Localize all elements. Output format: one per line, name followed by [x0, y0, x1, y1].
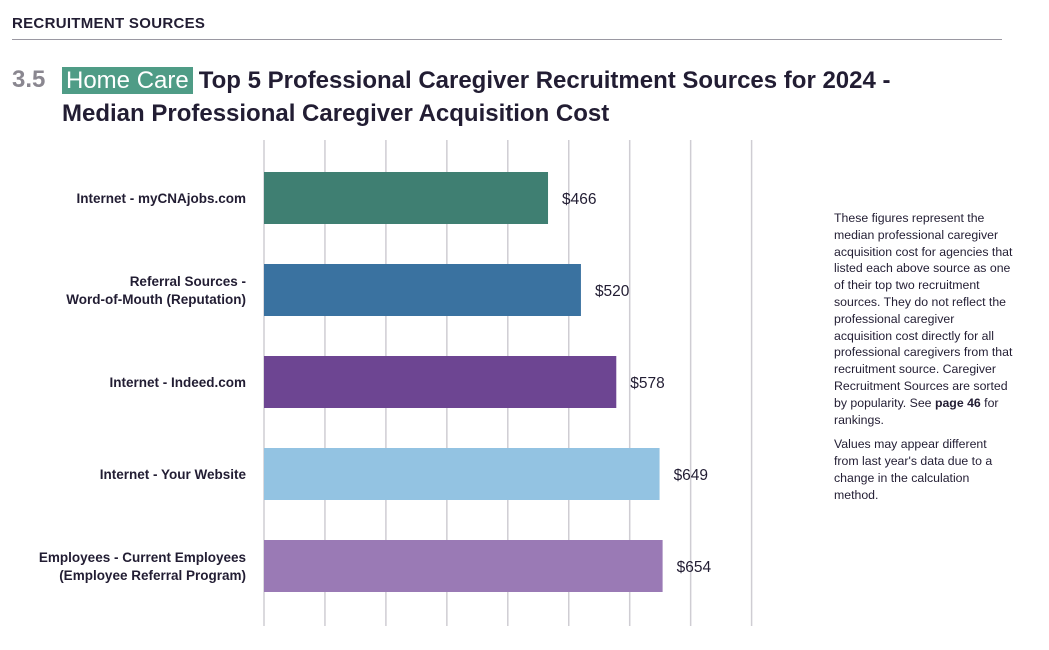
bar: [264, 172, 549, 224]
category-label: Employees - Current Employees: [39, 550, 246, 565]
value-label: $466: [562, 191, 596, 208]
note-text: for rankings.: [834, 395, 999, 427]
value-label: $649: [674, 467, 708, 484]
chart-title: Home Care Top 5 Professional Caregiver Re…: [62, 64, 962, 130]
figure-number: 3.5: [12, 66, 46, 93]
value-label: $654: [677, 559, 712, 576]
category-label: Internet - Your Website: [100, 467, 247, 482]
category-label: (Employee Referral Program): [59, 568, 246, 583]
note-text: These figures represent the median profe…: [834, 211, 1013, 410]
category-label: Internet - myCNAjobs.com: [76, 191, 246, 206]
value-label: $520: [595, 283, 630, 300]
title-text: Top 5 Professional Caregiver Recruitment…: [62, 67, 891, 127]
chart-note: These figures represent the median profe…: [834, 210, 1014, 512]
bar: [264, 448, 660, 500]
bar: [264, 264, 581, 316]
bar: [264, 540, 663, 592]
divider: [12, 39, 1002, 40]
category-label: Word-of-Mouth (Reputation): [66, 292, 246, 307]
value-label: $578: [630, 375, 664, 392]
page-reference: page 46: [934, 395, 981, 410]
section-heading: RECRUITMENT SOURCES: [12, 15, 206, 32]
category-label: Internet - Indeed.com: [109, 375, 246, 390]
note-paragraph-1: These figures represent the median profe…: [834, 210, 1014, 428]
home-care-badge: Home Care: [62, 67, 193, 94]
note-paragraph-2: Values may appear different from last ye…: [834, 437, 993, 502]
category-label: Referral Sources -: [130, 274, 246, 289]
bar: [264, 356, 617, 408]
